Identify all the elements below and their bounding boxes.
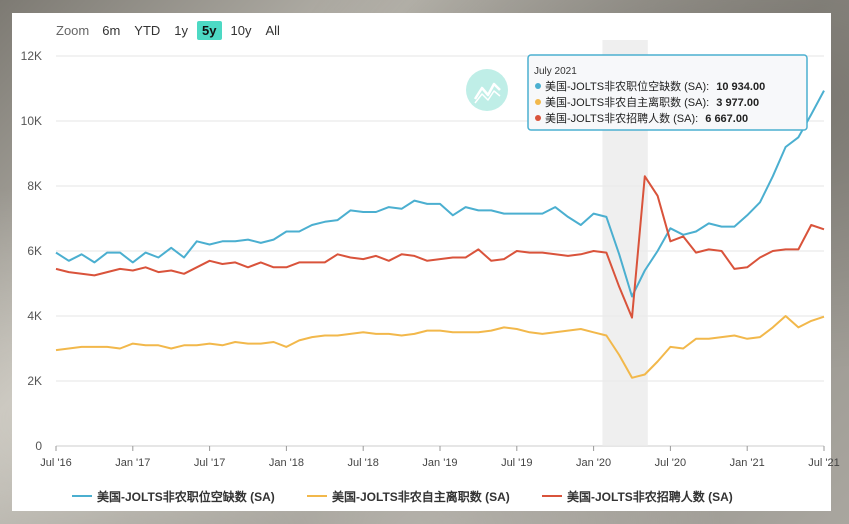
y-tick-label: 8K (27, 179, 42, 193)
x-tick-label: Jul '19 (501, 457, 532, 469)
zoom-button-ytd[interactable]: YTD (134, 22, 161, 38)
tooltip: July 2021 美国-JOLTS非农职位空缺数 (SA): 10 934.0… (527, 54, 808, 131)
x-tick-label: Jan '18 (269, 457, 304, 469)
x-tick-label: Jan '20 (576, 457, 611, 469)
tooltip-label-hires: 美国-JOLTS非农招聘人数 (SA): (545, 111, 698, 125)
y-tick-label: 10K (21, 114, 42, 128)
x-tick-label: Jul '16 (40, 457, 71, 469)
x-tick-label: Jan '17 (115, 457, 150, 469)
zoom-button-1y[interactable]: 1y (174, 22, 189, 38)
chart-trend-icon[interactable] (466, 69, 508, 111)
x-tick-label: Jan '19 (422, 457, 457, 469)
zoom-toolbar: Zoom 6m YTD 1y 5y 10y All (56, 19, 285, 41)
legend-item-hires[interactable]: 美国-JOLTS非农招聘人数 (SA) (567, 489, 733, 504)
x-tick-label: Jul '17 (194, 457, 225, 469)
tooltip-marker-openings (535, 83, 541, 89)
legend-item-openings[interactable]: 美国-JOLTS非农职位空缺数 (SA) (97, 489, 275, 504)
tooltip-marker-hires (535, 115, 541, 121)
tooltip-value-hires: 6 667.00 (705, 113, 748, 125)
zoom-button-all[interactable]: All (265, 22, 280, 38)
y-tick-label: 6K (27, 244, 42, 258)
tooltip-label-openings: 美国-JOLTS非农职位空缺数 (SA): (545, 79, 709, 93)
zoom-button-10y[interactable]: 10y (230, 22, 252, 38)
y-tick-label: 4K (27, 309, 42, 323)
x-tick-label: Jan '21 (730, 457, 765, 469)
zoom-button-6m[interactable]: 6m (102, 22, 121, 38)
tooltip-title: July 2021 (534, 66, 577, 77)
y-tick-label: 12K (21, 49, 42, 63)
y-tick-label: 2K (27, 374, 42, 388)
tooltip-label-quits: 美国-JOLTS非农自主离职数 (SA): (545, 95, 709, 109)
x-tick-label: Jul '18 (347, 457, 378, 469)
legend-item-quits[interactable]: 美国-JOLTS非农自主离职数 (SA) (332, 489, 510, 504)
series-lines (55, 90, 825, 379)
series-line-openings (55, 90, 825, 298)
zoom-button-5y[interactable]: 5y (197, 20, 222, 40)
tooltip-row-hires: 美国-JOLTS非农招聘人数 (SA): 6 667.00 (545, 111, 748, 125)
tooltip-value-openings: 10 934.00 (716, 81, 765, 93)
x-tick-label: Jul '20 (655, 457, 686, 469)
y-tick-label: 0 (35, 439, 42, 453)
tooltip-value-quits: 3 977.00 (716, 97, 759, 109)
x-tick-label: Jul '21 (808, 457, 839, 469)
legend: 美国-JOLTS非农职位空缺数 (SA) 美国-JOLTS非农自主离职数 (SA… (72, 489, 733, 504)
x-axis: Jul '16 Jan '17 Jul '17 Jan '18 Jul '18 Jan '… (40, 446, 840, 469)
tooltip-marker-quits (535, 99, 541, 105)
zoom-label: Zoom (56, 22, 90, 38)
series-line-quits (55, 315, 825, 379)
series-line-hires (55, 175, 825, 319)
y-axis: 0 2K 4K 6K 8K 10K 12K (21, 49, 43, 453)
tooltip-row-openings: 美国-JOLTS非农职位空缺数 (SA): 10 934.00 (545, 79, 765, 93)
tooltip-row-quits: 美国-JOLTS非农自主离职数 (SA): 3 977.00 (545, 95, 759, 109)
